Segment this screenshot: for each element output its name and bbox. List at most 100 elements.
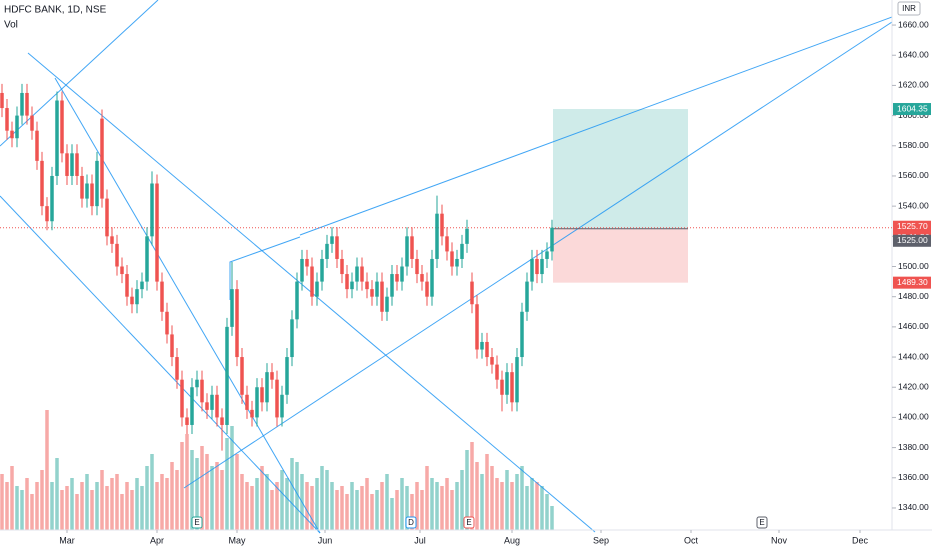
y-tick-label: 1660.00 [898, 19, 929, 29]
candle-body [460, 243, 464, 259]
volume-bar [315, 478, 319, 530]
volume-bar [220, 470, 224, 530]
volume-bar [500, 482, 504, 530]
candle-body [55, 100, 59, 176]
volume-bar [425, 466, 429, 530]
candle-body [425, 281, 429, 297]
candle-body [395, 274, 399, 282]
candle-body [360, 266, 364, 282]
trend-lines [0, 0, 893, 534]
y-tick-label: 1440.00 [898, 351, 929, 361]
volume-bar [90, 490, 94, 530]
candle-body [445, 236, 449, 252]
candle-body [130, 296, 134, 305]
volume-bar [390, 498, 394, 530]
candle-body [140, 281, 144, 290]
volume-bar [270, 490, 274, 530]
candle-body [225, 326, 229, 425]
volume-label: Vol [4, 20, 18, 31]
volume-bar [65, 486, 69, 530]
background-layer [0, 109, 688, 530]
volume-bar [520, 466, 524, 530]
volume-bar [230, 426, 234, 530]
x-tick-label: Apr [150, 535, 164, 545]
candle-body [155, 183, 159, 282]
volume-bar [515, 474, 519, 530]
volume-bar [180, 442, 184, 530]
volume-bar [550, 506, 554, 530]
chart-title: HDFC BANK, 1D, NSE [4, 5, 107, 16]
candle-body [325, 243, 329, 259]
candle-body [45, 206, 49, 222]
volume-bar [495, 478, 499, 530]
candle-body [495, 364, 499, 380]
volume-bar [290, 458, 294, 530]
volume-bar [385, 474, 389, 530]
volume-bar [325, 470, 329, 530]
volume-bar [545, 494, 549, 530]
volume-bar [330, 482, 334, 530]
volume-bar [235, 454, 239, 530]
volume-bar [225, 438, 229, 530]
x-tick-label: May [228, 535, 246, 545]
volume-bar [50, 482, 54, 530]
candle-body [135, 289, 139, 305]
candle-body [285, 357, 289, 395]
volume-bar [355, 490, 359, 530]
candle-body [265, 372, 269, 403]
volume-bar [215, 462, 219, 530]
y-tick-label: 1360.00 [898, 472, 929, 482]
candle-body [410, 236, 414, 259]
volume-bar [145, 466, 149, 530]
candle-body [300, 258, 304, 282]
candle-body [385, 296, 389, 312]
price-badge-label: 1489.30 [897, 277, 928, 287]
candle-body [60, 100, 64, 154]
y-tick-label: 1580.00 [898, 140, 929, 150]
candle-body [150, 183, 154, 237]
volume-bar [320, 466, 324, 530]
volume-bar [450, 490, 454, 530]
y-tick-label: 1380.00 [898, 442, 929, 452]
candle-body [295, 281, 299, 320]
event-marker [191, 516, 203, 529]
volume-bar [110, 478, 114, 530]
volume-bar [0, 474, 4, 530]
volume-bar [280, 470, 284, 530]
candle-body [355, 266, 359, 282]
candle-body [85, 183, 89, 199]
candle-body [120, 266, 124, 275]
candle-body [280, 394, 284, 418]
volume-bar [360, 486, 364, 530]
candle-body [185, 417, 189, 425]
volume-bar [265, 474, 269, 530]
candle-body [380, 281, 384, 312]
volume-bar [205, 454, 209, 530]
x-tick-label: Oct [684, 535, 699, 545]
volume-bar [40, 470, 44, 530]
volume-bar [155, 482, 159, 530]
volume-bar [470, 442, 474, 530]
volume-bar [510, 482, 514, 530]
y-tick-label: 1480.00 [898, 291, 929, 301]
candle-body [145, 236, 149, 282]
event-label: E [759, 518, 764, 527]
x-tick-label: Jun [318, 535, 333, 545]
candle-body [480, 341, 484, 350]
volume-bar [435, 482, 439, 530]
volume-bar [505, 470, 509, 530]
candle-body [340, 258, 344, 275]
candle-body [465, 228, 469, 244]
event-marker [405, 516, 417, 529]
y-tick-label: 1340.00 [898, 502, 929, 512]
candle-body [235, 289, 239, 358]
candle-body [170, 334, 174, 358]
candle-body [490, 357, 494, 365]
candle-body [190, 387, 194, 425]
candle-body [440, 213, 444, 237]
candle-body [365, 281, 369, 290]
volume-bar [310, 486, 314, 530]
x-tick-label: Nov [771, 535, 788, 545]
volume-bar [410, 494, 414, 530]
volume-bar [15, 486, 19, 530]
